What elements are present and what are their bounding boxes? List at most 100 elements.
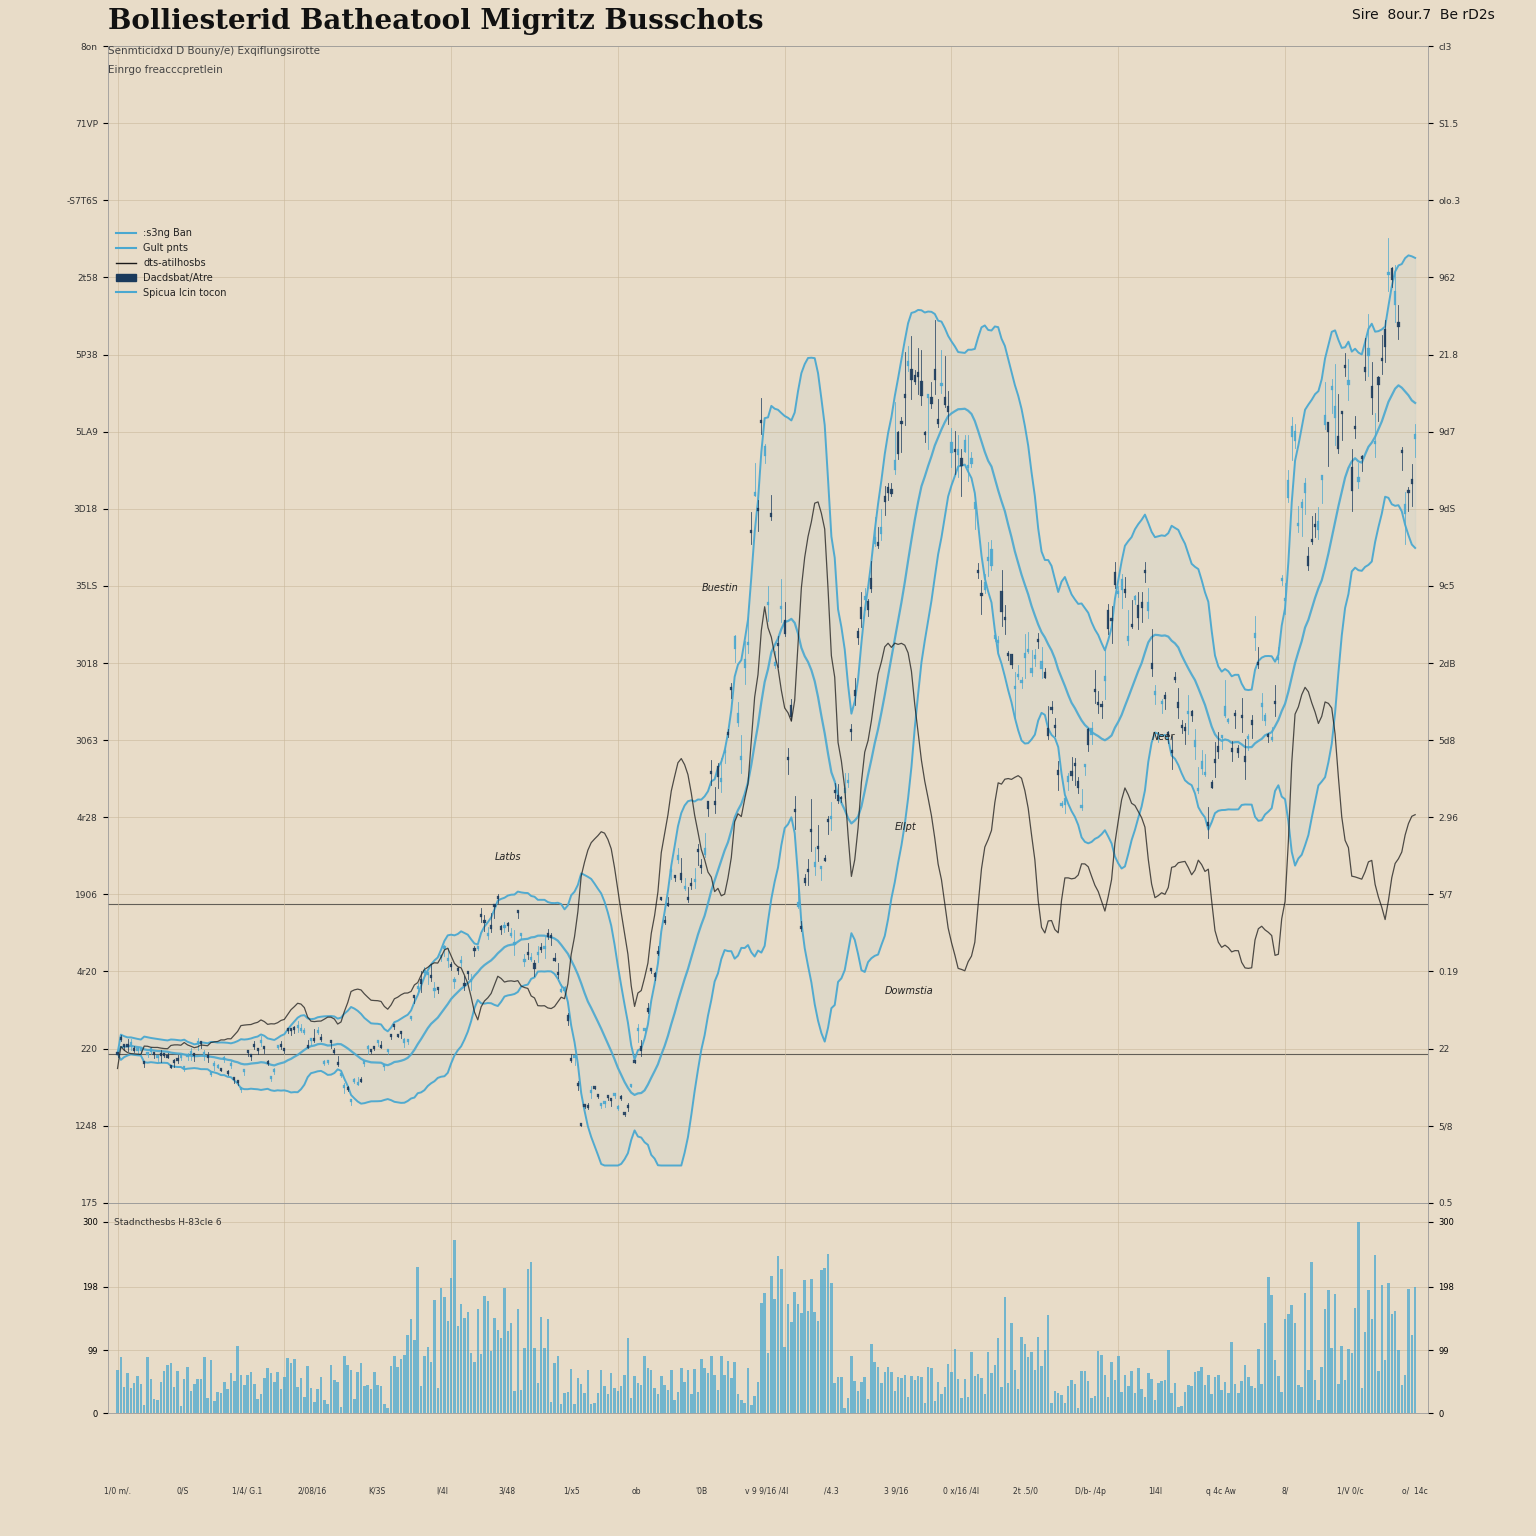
Bar xyxy=(157,1055,158,1058)
Bar xyxy=(1114,573,1117,585)
Bar xyxy=(940,1393,943,1413)
Bar xyxy=(1378,376,1379,386)
Bar xyxy=(667,903,670,906)
Bar xyxy=(1154,691,1157,696)
Bar xyxy=(647,1008,650,1012)
Bar xyxy=(427,972,429,975)
Bar xyxy=(1127,636,1129,641)
Bar xyxy=(1040,662,1043,670)
Bar xyxy=(1154,1401,1157,1413)
Bar xyxy=(450,1278,453,1413)
Bar xyxy=(723,1375,727,1413)
Bar xyxy=(1241,714,1243,717)
Bar xyxy=(1190,711,1193,716)
Bar xyxy=(664,920,665,923)
Bar xyxy=(1227,1393,1230,1413)
Bar xyxy=(436,988,439,989)
Bar xyxy=(419,1387,422,1413)
Bar xyxy=(1358,478,1359,482)
Bar xyxy=(1247,1378,1250,1413)
Bar xyxy=(1217,1375,1220,1413)
Bar xyxy=(1164,1379,1166,1413)
Bar xyxy=(1140,1389,1143,1413)
Bar xyxy=(1181,725,1183,728)
Bar xyxy=(1213,759,1217,763)
Bar xyxy=(897,433,899,453)
Bar xyxy=(496,895,499,899)
Bar xyxy=(1144,1396,1146,1413)
Bar xyxy=(737,713,739,722)
Bar xyxy=(570,1369,573,1413)
Bar xyxy=(393,1025,395,1028)
Bar xyxy=(376,1385,379,1413)
Bar xyxy=(1381,358,1382,361)
Bar xyxy=(183,1379,186,1413)
Bar xyxy=(900,1378,903,1413)
Text: l/4l: l/4l xyxy=(436,1487,449,1496)
Bar xyxy=(1393,1310,1396,1413)
Bar xyxy=(780,1269,783,1413)
Bar xyxy=(1381,1286,1382,1413)
Bar xyxy=(286,1358,289,1413)
Bar xyxy=(1097,702,1100,705)
Bar xyxy=(1398,323,1399,327)
Bar xyxy=(516,1309,519,1413)
Bar xyxy=(356,1372,359,1413)
Bar xyxy=(160,1054,161,1057)
Text: q 4c Aw: q 4c Aw xyxy=(1206,1487,1235,1496)
Bar xyxy=(974,1376,975,1413)
Bar xyxy=(300,1028,303,1031)
Bar xyxy=(316,1029,319,1032)
Bar xyxy=(800,926,802,929)
Bar xyxy=(604,1387,605,1413)
Bar xyxy=(903,1375,906,1413)
Bar xyxy=(169,1364,172,1413)
Bar xyxy=(860,1382,863,1413)
Bar xyxy=(693,1369,696,1413)
Bar xyxy=(851,730,852,733)
Bar xyxy=(323,1060,326,1064)
Bar xyxy=(1160,1381,1163,1413)
Text: 1/4/ G.1: 1/4/ G.1 xyxy=(232,1487,263,1496)
Bar xyxy=(1000,591,1003,611)
Bar xyxy=(650,1370,653,1413)
Bar xyxy=(1358,1223,1359,1413)
Text: 1/V 0/c: 1/V 0/c xyxy=(1336,1487,1364,1496)
Bar xyxy=(1338,1384,1339,1413)
Bar xyxy=(657,951,659,954)
Bar xyxy=(530,957,533,960)
Bar xyxy=(934,369,935,379)
Bar xyxy=(1284,1319,1286,1413)
Bar xyxy=(203,1358,206,1413)
Bar xyxy=(754,492,756,496)
Bar xyxy=(382,1404,386,1413)
Bar xyxy=(1017,1389,1020,1413)
Bar xyxy=(1084,765,1086,768)
Bar xyxy=(1327,1290,1330,1413)
Text: Buestin: Buestin xyxy=(702,582,737,593)
Bar xyxy=(1333,1293,1336,1413)
Bar xyxy=(356,1081,359,1084)
Bar xyxy=(1236,1393,1240,1413)
Bar xyxy=(983,582,986,590)
Bar xyxy=(871,578,872,588)
Bar xyxy=(157,1399,158,1413)
Bar xyxy=(123,1044,126,1048)
Bar xyxy=(319,1378,323,1413)
Bar xyxy=(966,1396,969,1413)
Bar xyxy=(687,897,690,900)
Bar xyxy=(831,816,833,819)
Bar xyxy=(567,1392,570,1413)
Bar xyxy=(333,1379,335,1413)
Bar xyxy=(1296,1385,1299,1413)
Bar xyxy=(843,788,846,794)
Bar xyxy=(637,1028,639,1031)
Bar xyxy=(710,1356,713,1413)
Bar xyxy=(573,1404,576,1413)
Bar xyxy=(1370,386,1373,398)
Bar xyxy=(550,934,553,937)
Bar xyxy=(487,1301,488,1413)
Bar xyxy=(877,542,879,547)
Bar xyxy=(734,636,736,650)
Bar xyxy=(814,1312,816,1413)
